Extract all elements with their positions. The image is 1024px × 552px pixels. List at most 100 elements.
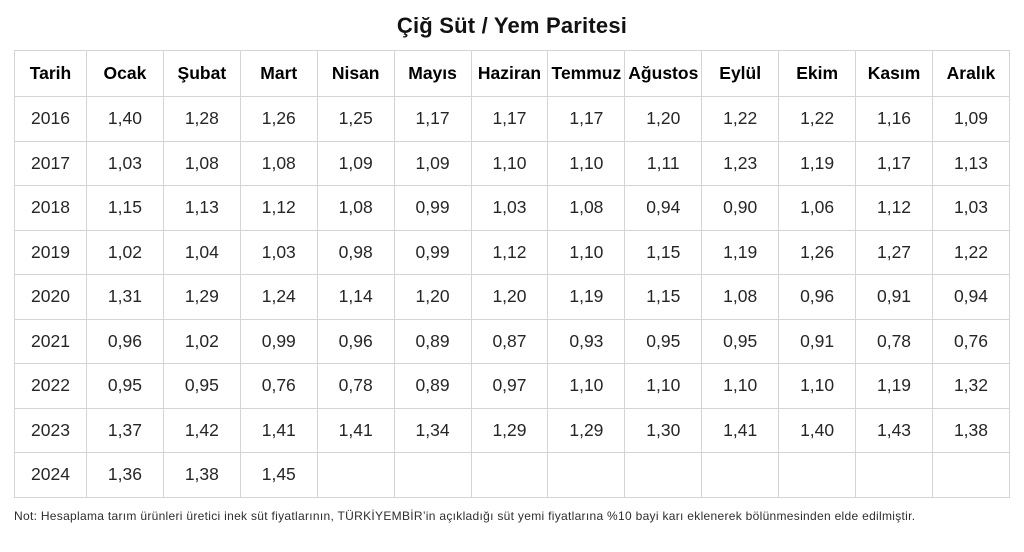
value-cell: 0,95 <box>701 318 780 364</box>
value-cell: 0,95 <box>162 363 241 409</box>
value-cell: 0,94 <box>624 185 703 231</box>
value-cell: 1,41 <box>316 407 395 453</box>
year-cell: 2017 <box>14 140 87 186</box>
value-cell: 1,37 <box>86 407 164 453</box>
value-cell: 1,13 <box>162 185 241 231</box>
value-cell: 0,98 <box>316 229 395 275</box>
value-cell: 1,19 <box>855 363 933 409</box>
value-cell: 1,19 <box>778 140 857 186</box>
value-cell <box>393 452 472 498</box>
value-cell: 1,10 <box>547 140 626 186</box>
column-header-12: Aralık <box>931 50 1011 97</box>
value-cell: 1,31 <box>86 274 164 320</box>
value-cell: 0,87 <box>470 318 549 364</box>
value-cell: 0,97 <box>470 363 549 409</box>
value-cell: 1,41 <box>239 407 318 453</box>
footnote: Not: Hesaplama tarım ürünleri üretici in… <box>14 508 916 523</box>
table-row-2023: 2023 1,37 1,42 1,41 1,41 1,34 1,29 1,29 1,30 1,41… <box>14 407 1011 453</box>
value-cell: 1,20 <box>393 274 472 320</box>
column-header-7: Temmuz <box>547 50 626 97</box>
table-row-2019: 2019 1,02 1,04 1,03 0,98 0,99 1,12 1,10 1,15 1,19… <box>14 229 1011 275</box>
year-cell: 2018 <box>14 185 87 231</box>
value-cell: 1,03 <box>239 229 318 275</box>
value-cell: 1,13 <box>931 140 1011 186</box>
value-cell: 0,99 <box>239 318 318 364</box>
value-cell: 1,41 <box>701 407 780 453</box>
value-cell: 1,06 <box>778 185 857 231</box>
value-cell <box>701 452 780 498</box>
value-cell: 1,15 <box>86 185 164 231</box>
value-cell: 1,24 <box>239 274 318 320</box>
value-cell: 1,22 <box>931 229 1011 275</box>
value-cell: 0,95 <box>624 318 703 364</box>
value-cell: 1,02 <box>86 229 164 275</box>
value-cell: 1,10 <box>547 363 626 409</box>
table-header: Tarih Ocak Şubat Mart Nisan Mayıs Haziran Temmu… <box>14 50 1011 97</box>
table-row-2024: 2024 1,36 1,38 1,45 <box>14 452 1011 498</box>
column-header-3: Mart <box>239 50 318 97</box>
value-cell: 1,10 <box>778 363 857 409</box>
value-cell: 1,15 <box>624 274 703 320</box>
value-cell: 0,93 <box>547 318 626 364</box>
value-cell: 1,17 <box>547 96 626 142</box>
value-cell: 1,17 <box>393 96 472 142</box>
value-cell: 1,42 <box>162 407 241 453</box>
value-cell: 0,95 <box>86 363 164 409</box>
value-cell: 0,76 <box>931 318 1011 364</box>
value-cell: 1,32 <box>931 363 1011 409</box>
value-cell <box>547 452 626 498</box>
column-header-2: Şubat <box>162 50 241 97</box>
value-cell <box>470 452 549 498</box>
column-header-6: Haziran <box>470 50 549 97</box>
value-cell: 1,27 <box>855 229 933 275</box>
value-cell: 1,23 <box>701 140 780 186</box>
value-cell: 1,29 <box>547 407 626 453</box>
value-cell: 1,26 <box>778 229 857 275</box>
value-cell <box>624 452 703 498</box>
value-cell: 0,96 <box>778 274 857 320</box>
column-header-5: Mayıs <box>393 50 472 97</box>
value-cell: 1,09 <box>393 140 472 186</box>
value-cell: 0,96 <box>86 318 164 364</box>
value-cell: 1,22 <box>701 96 780 142</box>
value-cell: 0,96 <box>316 318 395 364</box>
value-cell: 0,99 <box>393 185 472 231</box>
value-cell: 1,03 <box>931 185 1011 231</box>
value-cell: 1,43 <box>855 407 933 453</box>
value-cell: 1,38 <box>162 452 241 498</box>
value-cell: 1,40 <box>778 407 857 453</box>
value-cell: 1,10 <box>701 363 780 409</box>
value-cell: 1,10 <box>624 363 703 409</box>
value-cell: 0,94 <box>931 274 1011 320</box>
value-cell: 0,91 <box>855 274 933 320</box>
value-cell: 1,12 <box>239 185 318 231</box>
table-row-2016: 2016 1,40 1,28 1,26 1,25 1,17 1,17 1,17 1,20 1,22… <box>14 96 1011 142</box>
column-header-9: Eylül <box>701 50 780 97</box>
value-cell: 1,28 <box>162 96 241 142</box>
value-cell <box>778 452 857 498</box>
value-cell: 1,08 <box>162 140 241 186</box>
value-cell: 1,12 <box>855 185 933 231</box>
column-header-10: Ekim <box>778 50 857 97</box>
value-cell: 1,29 <box>162 274 241 320</box>
table-row-2017: 2017 1,03 1,08 1,08 1,09 1,09 1,10 1,10 1,11 1,23… <box>14 140 1011 186</box>
value-cell: 1,03 <box>86 140 164 186</box>
value-cell: 0,78 <box>316 363 395 409</box>
page-title: Çiğ Süt / Yem Paritesi <box>396 13 628 38</box>
table-row-2020: 2020 1,31 1,29 1,24 1,14 1,20 1,20 1,19 1,15 1,08… <box>14 274 1011 320</box>
value-cell: 1,08 <box>316 185 395 231</box>
value-cell: 1,11 <box>624 140 703 186</box>
year-cell: 2020 <box>14 274 87 320</box>
year-cell: 2016 <box>14 96 87 142</box>
column-header-1: Ocak <box>86 50 164 97</box>
year-cell: 2023 <box>14 407 87 453</box>
value-cell: 1,26 <box>239 96 318 142</box>
value-cell: 1,10 <box>470 140 549 186</box>
table-row-2021: 2021 0,96 1,02 0,99 0,96 0,89 0,87 0,93 0,95 0,95… <box>14 318 1011 364</box>
value-cell: 1,16 <box>855 96 933 142</box>
value-cell: 1,34 <box>393 407 472 453</box>
value-cell <box>855 452 933 498</box>
year-cell: 2019 <box>14 229 87 275</box>
value-cell: 1,08 <box>701 274 780 320</box>
value-cell: 1,22 <box>778 96 857 142</box>
